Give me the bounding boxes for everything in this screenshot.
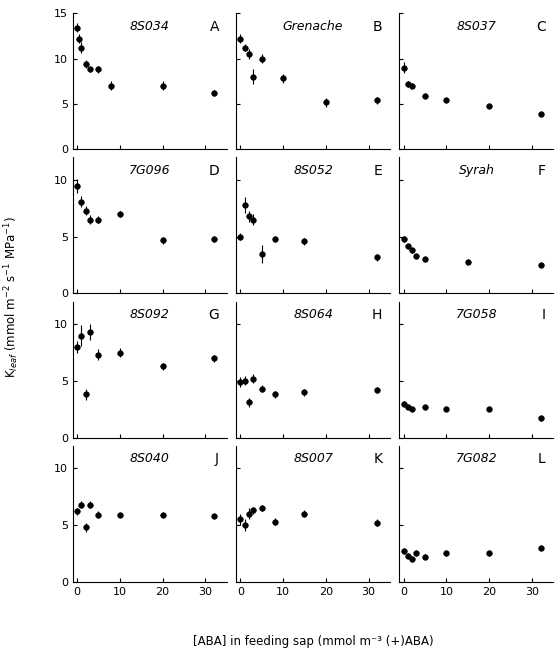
- Text: K$_{leaf}$ (mmol m$^{-2}$ s$^{-1}$ MPa$^{-1}$): K$_{leaf}$ (mmol m$^{-2}$ s$^{-1}$ MPa$^…: [2, 217, 21, 378]
- Text: H: H: [372, 308, 382, 323]
- Text: 8S052: 8S052: [293, 164, 333, 177]
- Text: Syrah: Syrah: [458, 164, 494, 177]
- Text: A: A: [210, 20, 219, 34]
- Text: Grenache: Grenache: [283, 20, 343, 33]
- Text: [ABA] in feeding sap (mmol m⁻³ (+)ABA): [ABA] in feeding sap (mmol m⁻³ (+)ABA): [193, 635, 433, 648]
- Text: 8S040: 8S040: [130, 453, 169, 465]
- Text: I: I: [542, 308, 546, 323]
- Text: F: F: [538, 164, 546, 178]
- Text: 8S037: 8S037: [457, 20, 496, 33]
- Text: E: E: [373, 164, 382, 178]
- Text: 7G082: 7G082: [456, 453, 497, 465]
- Text: J: J: [215, 453, 219, 467]
- Text: D: D: [209, 164, 219, 178]
- Text: 7G058: 7G058: [456, 308, 497, 321]
- Text: K: K: [373, 453, 382, 467]
- Text: L: L: [538, 453, 546, 467]
- Text: C: C: [536, 20, 546, 34]
- Text: 7G096: 7G096: [129, 164, 170, 177]
- Text: 8S034: 8S034: [130, 20, 169, 33]
- Text: G: G: [209, 308, 219, 323]
- Text: B: B: [373, 20, 382, 34]
- Text: 8S092: 8S092: [130, 308, 169, 321]
- Text: 8S007: 8S007: [293, 453, 333, 465]
- Text: 8S064: 8S064: [293, 308, 333, 321]
